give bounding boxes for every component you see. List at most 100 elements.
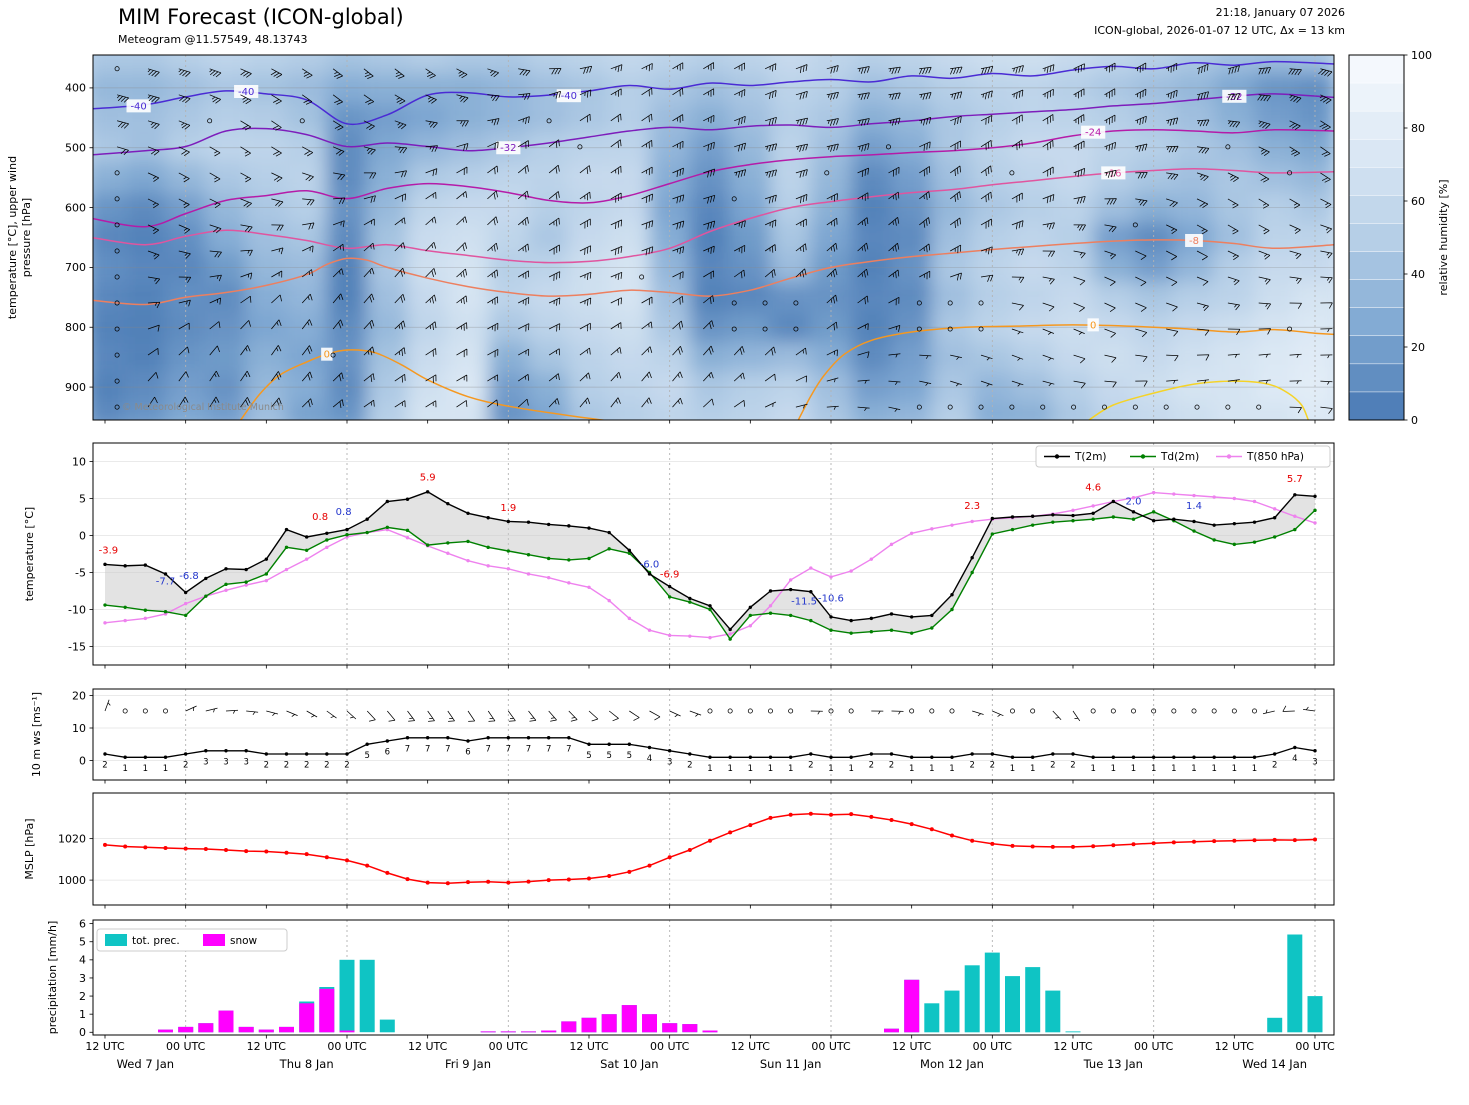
wind-barb-field xyxy=(114,62,1333,414)
svg-text:2: 2 xyxy=(324,761,329,771)
svg-text:1: 1 xyxy=(143,764,148,774)
svg-text:0: 0 xyxy=(79,529,86,542)
svg-text:4: 4 xyxy=(1292,754,1297,764)
svg-text:0.8: 0.8 xyxy=(336,507,352,518)
svg-text:6: 6 xyxy=(385,748,390,758)
page-subtitle: Meteogram @11.57549, 48.13743 xyxy=(118,33,308,46)
svg-text:Tue 13 Jan: Tue 13 Jan xyxy=(1083,1057,1143,1071)
svg-text:Sun 11 Jan: Sun 11 Jan xyxy=(760,1057,822,1071)
svg-text:40: 40 xyxy=(1411,268,1425,281)
temperature-axes: 10 5 0 -5 -10 -15 temperature [°C] xyxy=(23,442,1335,669)
svg-text:00 UTC: 00 UTC xyxy=(811,1040,851,1053)
svg-text:Thu 8 Jan: Thu 8 Jan xyxy=(279,1057,334,1071)
svg-text:1: 1 xyxy=(1171,764,1176,774)
svg-text:T(2m): T(2m) xyxy=(1074,451,1107,463)
svg-text:precipitation [mm/h]: precipitation [mm/h] xyxy=(46,921,59,1035)
svg-text:tot. prec.: tot. prec. xyxy=(132,935,180,947)
precip-legend: tot. prec. snow xyxy=(96,928,288,952)
temperature-panel: -3.9-7.7 -6.80.8 0.85.91.9-6.0-6.9-11.5 -10… xyxy=(23,442,1335,669)
svg-text:Td(2m): Td(2m) xyxy=(1160,451,1199,463)
svg-text:1: 1 xyxy=(1090,764,1095,774)
svg-text:1: 1 xyxy=(1211,764,1216,774)
svg-text:-40: -40 xyxy=(130,101,146,112)
svg-text:1: 1 xyxy=(1151,764,1156,774)
svg-text:12 UTC: 12 UTC xyxy=(1053,1040,1093,1053)
mslp-panel: 1000 1020 MSLP [hPa] xyxy=(23,792,1335,909)
svg-text:2: 2 xyxy=(889,761,894,771)
svg-text:1000: 1000 xyxy=(58,874,86,887)
svg-text:7: 7 xyxy=(425,744,430,754)
svg-text:1: 1 xyxy=(1111,764,1116,774)
svg-text:6: 6 xyxy=(465,748,470,758)
wind-barb-row xyxy=(104,699,1316,722)
svg-text:100: 100 xyxy=(1411,49,1432,62)
svg-text:-32: -32 xyxy=(500,143,516,154)
svg-text:0.8: 0.8 xyxy=(312,512,328,523)
model-info: ICON-global, 2026-01-07 12 UTC, Δx = 13 … xyxy=(1094,24,1345,37)
td2m-series xyxy=(103,508,1317,641)
svg-text:3: 3 xyxy=(79,972,86,985)
svg-text:1.4: 1.4 xyxy=(1186,501,1202,512)
upper-air-panel: -40 -40 -40 -32 -32 -24 -16 -8 0 0 © Meteorologica… xyxy=(6,54,1335,424)
svg-text:5: 5 xyxy=(606,751,611,761)
svg-text:2: 2 xyxy=(990,761,995,771)
svg-text:0: 0 xyxy=(324,350,330,361)
svg-text:1: 1 xyxy=(1010,764,1015,774)
svg-text:2: 2 xyxy=(79,990,86,1003)
svg-text:1: 1 xyxy=(79,1008,86,1021)
svg-text:2: 2 xyxy=(969,761,974,771)
svg-text:5: 5 xyxy=(79,492,86,505)
svg-text:5: 5 xyxy=(79,936,86,949)
svg-text:2: 2 xyxy=(264,761,269,771)
svg-text:-5: -5 xyxy=(75,566,86,579)
wind-axes: 0 10 20 10 m ws [ms⁻¹] xyxy=(30,688,1335,784)
svg-text:7: 7 xyxy=(566,744,571,754)
svg-text:00 UTC: 00 UTC xyxy=(489,1040,529,1053)
svg-text:2: 2 xyxy=(1272,761,1277,771)
svg-text:1: 1 xyxy=(748,764,753,774)
svg-text:0: 0 xyxy=(79,1026,86,1039)
svg-text:1: 1 xyxy=(1252,764,1257,774)
svg-text:5: 5 xyxy=(586,751,591,761)
svg-text:temperature [°C]: temperature [°C] xyxy=(23,507,36,601)
svg-text:10: 10 xyxy=(72,455,86,468)
svg-text:5.9: 5.9 xyxy=(420,473,436,484)
svg-text:3: 3 xyxy=(1312,757,1317,767)
colorbar: 0 20 40 60 80 100 relative humidity [%] xyxy=(1348,49,1450,427)
svg-text:1: 1 xyxy=(909,764,914,774)
svg-text:1: 1 xyxy=(848,764,853,774)
svg-text:7: 7 xyxy=(485,744,490,754)
svg-text:12 UTC: 12 UTC xyxy=(408,1040,448,1053)
svg-text:7: 7 xyxy=(526,744,531,754)
svg-text:5: 5 xyxy=(364,751,369,761)
svg-text:pressure [hPa]: pressure [hPa] xyxy=(20,198,33,277)
svg-text:80: 80 xyxy=(1411,122,1425,135)
svg-text:temperature [°C], upper wind: temperature [°C], upper wind xyxy=(6,156,19,319)
svg-text:1: 1 xyxy=(122,764,127,774)
wind-speed-series xyxy=(103,736,1317,759)
svg-text:-15: -15 xyxy=(68,640,86,653)
svg-text:6: 6 xyxy=(79,917,86,930)
svg-text:-24: -24 xyxy=(1085,128,1101,139)
svg-text:1: 1 xyxy=(949,764,954,774)
svg-text:1: 1 xyxy=(828,764,833,774)
svg-text:1: 1 xyxy=(1232,764,1237,774)
svg-text:-11.5: -11.5 xyxy=(791,596,817,607)
svg-text:00 UTC: 00 UTC xyxy=(1134,1040,1174,1053)
svg-text:12 UTC: 12 UTC xyxy=(247,1040,287,1053)
svg-text:2: 2 xyxy=(687,761,692,771)
svg-text:-6.0: -6.0 xyxy=(640,559,660,570)
svg-text:00 UTC: 00 UTC xyxy=(1295,1040,1335,1053)
svg-text:-32: -32 xyxy=(1226,92,1242,103)
svg-text:60: 60 xyxy=(1411,195,1425,208)
svg-text:Wed 7 Jan: Wed 7 Jan xyxy=(117,1057,174,1071)
svg-text:1.9: 1.9 xyxy=(500,503,516,514)
mslp-series xyxy=(103,811,1317,886)
svg-text:2: 2 xyxy=(808,761,813,771)
t-td-spread-fill xyxy=(105,491,1315,640)
svg-text:1: 1 xyxy=(788,764,793,774)
svg-text:3: 3 xyxy=(667,757,672,767)
svg-text:1: 1 xyxy=(929,764,934,774)
svg-text:10: 10 xyxy=(72,722,86,735)
